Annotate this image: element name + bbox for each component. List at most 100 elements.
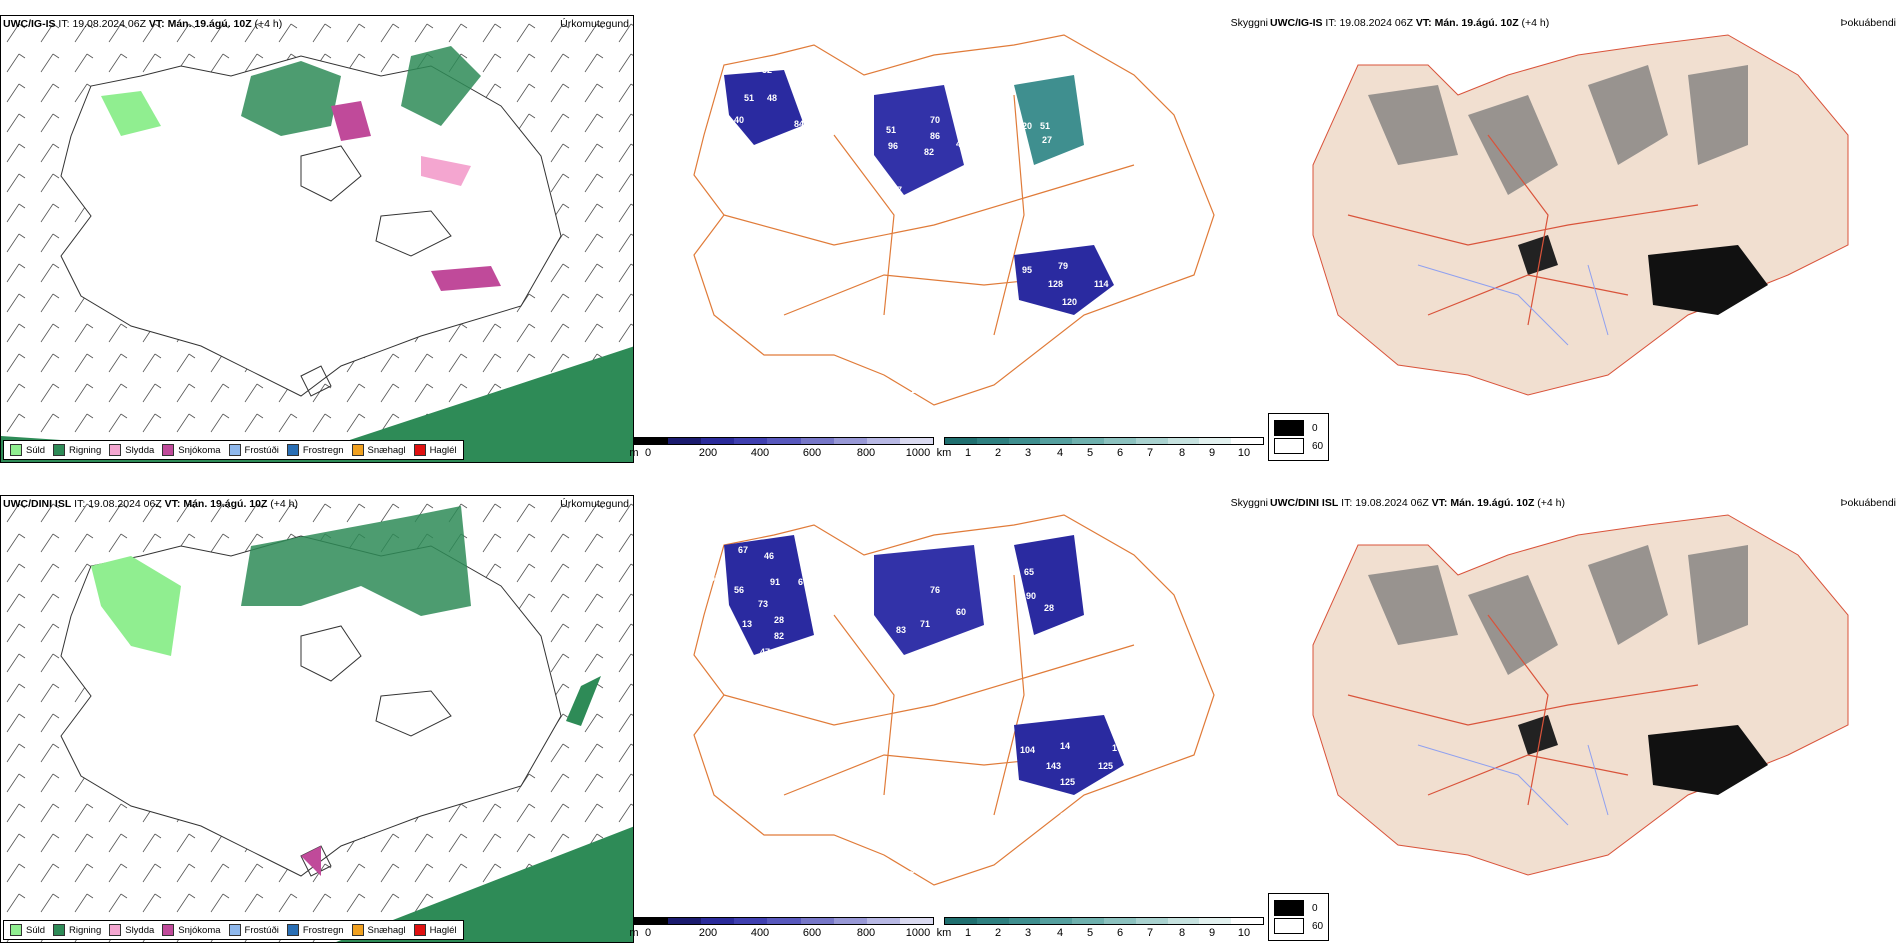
vis-value: 88 xyxy=(864,727,875,737)
precip-legend-2: Súld Rigning Slydda Snjókoma Frostúði Fr… xyxy=(3,920,464,940)
vis-value: 52 xyxy=(710,573,721,583)
vis-value: 49 xyxy=(932,385,943,395)
vis-value: 95 xyxy=(1022,265,1033,275)
vis-value: 75 xyxy=(1090,125,1101,135)
vis-value: 104 xyxy=(1020,745,1036,755)
precip-panel-2: UWC/DINI ISL IT: 19.08.2024 06Z VT: Mán.… xyxy=(0,495,634,943)
vis-value: 12 xyxy=(1064,333,1075,343)
vis-value: 35 xyxy=(910,865,921,875)
vis-value: 105 xyxy=(894,247,910,257)
vis-value: 79 xyxy=(1058,261,1069,271)
vis-value: 47 xyxy=(760,647,771,657)
vis-value: 128 xyxy=(1048,279,1064,289)
legend-item: Súld xyxy=(10,924,45,936)
legend-item: Frostúði xyxy=(228,924,279,936)
cbar-tick: 8 xyxy=(1178,447,1186,459)
precip-map-1 xyxy=(1,16,633,462)
precip-title-1: Úrkomutegund xyxy=(560,18,629,30)
low-vis-north xyxy=(874,85,964,195)
vis-value: 67 xyxy=(798,577,809,587)
vis-value: 114 xyxy=(1094,279,1109,289)
cloud-map-1 xyxy=(1312,34,1849,396)
vis-value: 27 xyxy=(1042,135,1053,145)
vis-value: 13 xyxy=(742,619,753,629)
header-2: UWC/DINI ISL IT: 19.08.2024 06Z VT: Mán.… xyxy=(3,498,299,510)
iceland-outline xyxy=(60,535,562,877)
vis-value: 76 xyxy=(930,585,941,595)
vis-value: 82 xyxy=(960,709,971,719)
cbar-tick: 10 xyxy=(1237,447,1251,459)
roads xyxy=(723,94,1135,336)
vis-value: 32 xyxy=(974,179,985,189)
cloud-legend-item: 0 xyxy=(1274,900,1323,916)
low-vis-westfjords xyxy=(724,535,814,655)
cbar-tick: 2 xyxy=(994,927,1002,939)
cbar-tick: 1 xyxy=(964,927,972,939)
cloud-map-2 xyxy=(1312,514,1849,876)
cbar-tick: 600 xyxy=(802,447,822,459)
cloud-title-1: Þokuábendi xyxy=(1840,17,1896,29)
cbar-m-1: m 0 200 400 600 800 1000 xyxy=(629,437,934,461)
cbar-km-unit: km xyxy=(936,447,952,459)
vis-value: 73 xyxy=(758,599,769,609)
cloud-legend-item: 60 xyxy=(1274,438,1323,454)
legend-item: Snjókoma xyxy=(162,924,221,936)
legend-item: Slydda xyxy=(109,924,154,936)
rain-area-east xyxy=(566,676,601,726)
cbar-tick: 1 xyxy=(964,447,972,459)
cbar-tick: 3 xyxy=(1024,447,1032,459)
vis-value: 90 xyxy=(1026,591,1037,601)
cbar-tick: 6 xyxy=(1116,447,1124,459)
cbar-m-unit: m xyxy=(629,927,639,939)
legend-item: Haglél xyxy=(413,444,457,456)
snow-area xyxy=(301,846,321,876)
vis-value: 82 xyxy=(994,125,1005,135)
vis-value: 70 xyxy=(1088,599,1099,609)
vis-value: 10 xyxy=(1060,811,1071,821)
cbar-m-swatches xyxy=(634,917,934,925)
legend-item: Rigning xyxy=(53,924,101,936)
cloud-legend-item: 0 xyxy=(1274,420,1323,436)
vis-value: 40 xyxy=(956,139,967,149)
cbar-tick: 5 xyxy=(1086,447,1094,459)
vis-value: 42 xyxy=(936,213,947,223)
cloud-panel-1: UWC/IG-IS IT: 19.08.2024 06Z VT: Mán. 19… xyxy=(1268,15,1900,463)
visibility-map-2 xyxy=(693,514,1215,886)
drizzle-area xyxy=(91,556,181,656)
precip-panel-1: UWC/IG-IS IT: 19.08.2024 06Z VT: Mán. 19… xyxy=(0,15,634,463)
legend-item: Frostregn xyxy=(286,924,344,936)
visibility-title-label-1: Skyggni xyxy=(1230,17,1268,29)
cloud-gray-north xyxy=(1368,545,1748,675)
vis-value: 12 xyxy=(910,385,921,395)
vis-value: 28 xyxy=(1044,603,1055,613)
vis-value: 40 xyxy=(734,115,745,125)
cbar-tick: 4 xyxy=(1056,927,1064,939)
cbar-tick: 7 xyxy=(1146,927,1154,939)
rain-area-north xyxy=(241,61,341,136)
vis-value: 51 xyxy=(1040,121,1051,131)
vis-value: 106 xyxy=(934,859,950,869)
legend-item: Frostregn xyxy=(286,444,344,456)
cloud-black-hofsjokull xyxy=(1518,235,1558,275)
precip-legend-1: Súld Rigning Slydda Snjókoma Frostúði Fr… xyxy=(3,440,464,460)
cbar-tick: 8 xyxy=(1178,927,1186,939)
rain-area-northeast xyxy=(401,46,481,126)
vis-value: 82 xyxy=(774,631,785,641)
cbar-tick: 3 xyxy=(1024,927,1032,939)
vis-value: 86 xyxy=(930,131,941,141)
vis-value: 56 xyxy=(734,585,745,595)
vis-value: 82 xyxy=(924,147,935,157)
vis-value: 96 xyxy=(948,251,959,261)
cbar-km-2: km 1 2 3 4 5 6 7 8 9 10 xyxy=(937,917,1264,941)
vis-value: 71 xyxy=(920,619,931,629)
iceland-outline xyxy=(693,34,1215,406)
cbar-tick: 800 xyxy=(856,447,876,459)
vis-value: 51 xyxy=(744,93,755,103)
cbar-km-unit: km xyxy=(936,927,952,939)
cbar-m-swatches xyxy=(634,437,934,445)
vis-value: 108 xyxy=(1112,743,1128,753)
visibility-map-1 xyxy=(693,34,1215,406)
vis-value: 46 xyxy=(764,551,775,561)
precip-title-2: Úrkomutegund xyxy=(560,498,629,510)
cbar-tick: 7 xyxy=(1146,447,1154,459)
